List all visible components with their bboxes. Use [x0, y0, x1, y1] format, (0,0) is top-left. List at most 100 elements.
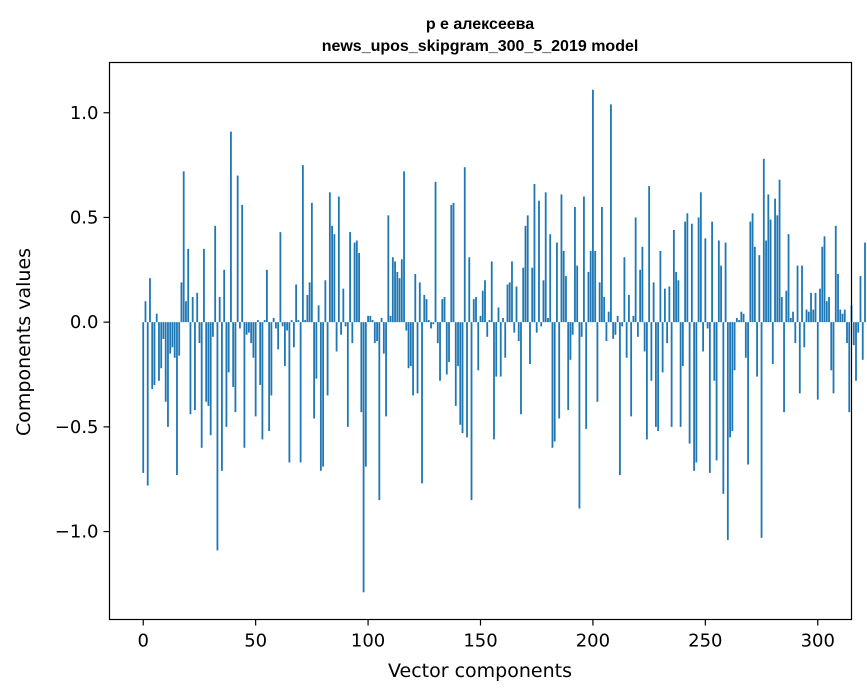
bar-48 — [250, 322, 253, 344]
bar-20 — [187, 248, 190, 323]
x-tick-label: 250 — [688, 631, 722, 652]
bar-251 — [706, 322, 709, 329]
bar-77 — [315, 322, 318, 379]
bar-300 — [816, 322, 819, 400]
bar-54 — [263, 320, 266, 323]
bar-319 — [859, 276, 862, 323]
bar-122 — [416, 322, 419, 394]
bar-298 — [812, 309, 815, 323]
bar-181 — [549, 234, 552, 323]
bar-259 — [724, 242, 727, 323]
bar-170 — [524, 225, 527, 323]
bar-301 — [819, 288, 821, 323]
bar-161 — [504, 322, 507, 358]
bar-78 — [317, 305, 320, 323]
bar-142 — [461, 322, 464, 434]
bar-311 — [841, 313, 844, 323]
bar-107 — [382, 322, 385, 354]
bar-102 — [371, 320, 374, 323]
bar-216 — [628, 294, 630, 323]
bar-243 — [688, 322, 691, 444]
bar-8 — [160, 322, 163, 369]
bar-284 — [780, 297, 783, 323]
bar-148 — [475, 297, 477, 323]
y-axis-label: Components values — [13, 248, 35, 436]
bar-72 — [304, 320, 307, 323]
bar-250 — [704, 238, 707, 323]
bar-277 — [765, 240, 767, 323]
bar-60 — [277, 322, 280, 350]
bar-108 — [385, 322, 387, 417]
bar-196 — [583, 196, 585, 323]
bar-191 — [571, 322, 574, 335]
bar-313 — [846, 322, 848, 344]
bar-260 — [726, 322, 729, 540]
bar-82 — [326, 322, 329, 396]
bar-31 — [212, 322, 214, 337]
bar-208 — [610, 104, 612, 323]
chart-title: р е алексеева — [426, 16, 534, 33]
bar-93 — [351, 322, 354, 344]
bar-166 — [515, 286, 518, 323]
bar-69 — [297, 320, 300, 323]
bar-199 — [589, 250, 592, 323]
bar-113 — [396, 271, 399, 323]
bar-139 — [454, 322, 457, 406]
bar-55 — [265, 269, 268, 323]
bar-124 — [421, 322, 423, 484]
bar-245 — [693, 322, 696, 471]
bar-187 — [562, 250, 565, 323]
bar-308 — [834, 225, 837, 323]
bar-24 — [196, 292, 199, 323]
bar-274 — [758, 255, 761, 323]
bar-246 — [695, 322, 698, 463]
bar-193 — [576, 265, 579, 323]
bar-256 — [717, 240, 720, 323]
bar-151 — [481, 290, 484, 323]
bar-51 — [257, 320, 259, 323]
bar-279 — [769, 219, 772, 323]
bar-234 — [668, 286, 671, 323]
bar-190 — [569, 322, 572, 360]
bar-39 — [230, 131, 232, 323]
bar-225 — [648, 186, 651, 323]
bar-62 — [281, 322, 284, 327]
bar-201 — [594, 250, 597, 323]
bar-177 — [540, 322, 543, 327]
bars-group — [142, 89, 866, 593]
bar-146 — [470, 322, 473, 501]
bar-173 — [531, 267, 534, 323]
bar-195 — [580, 322, 583, 337]
bar-240 — [681, 322, 684, 367]
bar-83 — [328, 192, 331, 323]
bar-141 — [459, 322, 462, 425]
bar-248 — [699, 192, 702, 323]
bar-172 — [529, 322, 531, 365]
bar-204 — [601, 206, 603, 323]
bar-212 — [619, 322, 621, 476]
bar-213 — [621, 322, 624, 327]
bar-21 — [189, 322, 192, 415]
bar-278 — [767, 194, 770, 323]
bar-23 — [194, 322, 196, 411]
bar-116 — [403, 171, 405, 323]
bar-17 — [180, 282, 183, 323]
bar-86 — [335, 322, 338, 352]
bar-58 — [272, 317, 275, 323]
bar-270 — [749, 221, 752, 323]
bar-89 — [342, 288, 345, 323]
bar-68 — [295, 284, 298, 323]
bar-110 — [389, 315, 392, 323]
bar-37 — [225, 322, 228, 427]
bar-242 — [686, 213, 689, 323]
bar-165 — [513, 322, 516, 333]
bar-80 — [322, 322, 325, 467]
bar-296 — [807, 311, 810, 323]
bar-185 — [558, 322, 561, 419]
bar-197 — [585, 322, 588, 429]
bar-236 — [672, 230, 675, 323]
bar-159 — [499, 322, 502, 377]
bar-304 — [825, 301, 828, 323]
